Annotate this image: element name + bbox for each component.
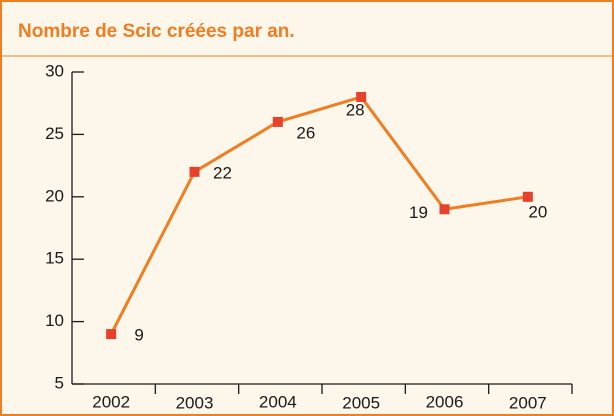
x-tick-label: 2003 xyxy=(176,393,214,412)
line xyxy=(109,95,529,335)
x-tick-label: 2005 xyxy=(342,393,380,412)
x-tick-label: 2006 xyxy=(426,392,464,411)
chart-title: Nombre de Scic créées par an. xyxy=(18,21,295,42)
marker xyxy=(356,91,367,102)
data-label: 22 xyxy=(213,163,232,182)
marker xyxy=(522,191,533,202)
y-tick-label: 25 xyxy=(45,124,64,143)
x-tick-label: 2007 xyxy=(509,393,547,412)
y-tick-label: 5 xyxy=(55,373,64,392)
marker xyxy=(272,116,283,127)
data-label: 26 xyxy=(296,123,315,142)
marker xyxy=(106,329,117,340)
y-tick-label: 30 xyxy=(45,61,64,80)
y-tick-label: 20 xyxy=(45,186,64,205)
data-label: 20 xyxy=(528,202,547,221)
x-tick-label: 2002 xyxy=(92,392,130,411)
y-tick-label: 15 xyxy=(45,249,64,268)
data-label: 9 xyxy=(134,326,143,345)
y-tick-label: 10 xyxy=(45,311,64,330)
marker xyxy=(189,166,200,177)
data-label: 19 xyxy=(409,203,428,222)
x-tick-label: 2004 xyxy=(259,392,297,411)
data-label: 28 xyxy=(346,100,365,119)
marker xyxy=(439,204,450,215)
